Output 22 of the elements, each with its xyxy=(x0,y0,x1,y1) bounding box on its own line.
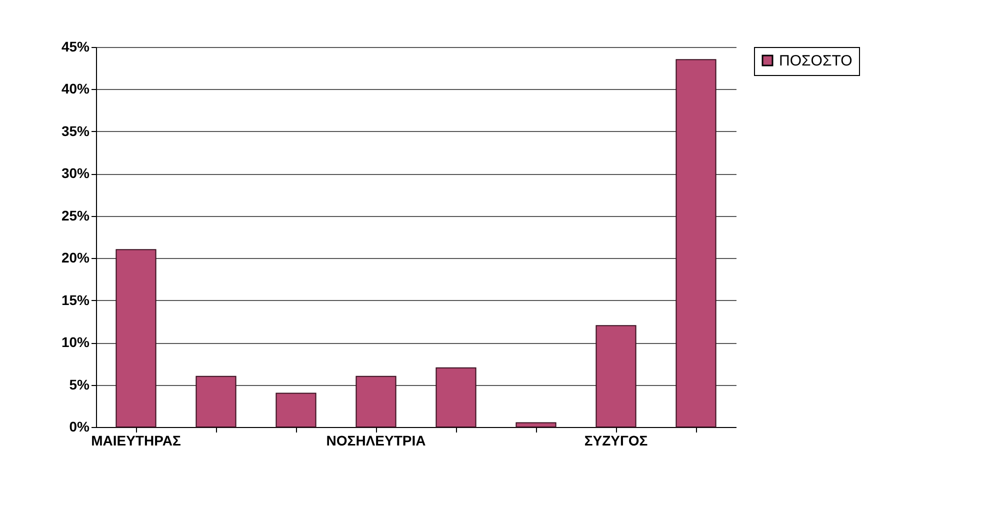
bar xyxy=(276,392,316,428)
bar xyxy=(436,367,476,428)
x-tick-label: ΣΥΖΥΓΟΣ xyxy=(584,432,648,448)
y-tick-label: 45% xyxy=(61,38,90,54)
y-tick-label: 40% xyxy=(61,80,90,97)
bar xyxy=(676,59,716,428)
bar xyxy=(516,422,556,428)
bar xyxy=(596,325,636,428)
y-tick-label: 15% xyxy=(61,292,90,308)
bar xyxy=(116,249,156,428)
y-tick-label: 30% xyxy=(61,165,90,182)
y-tick-label: 10% xyxy=(61,334,90,350)
y-tick-label: 25% xyxy=(61,207,90,224)
y-tick-label: 35% xyxy=(61,122,90,139)
legend-label: ΠΟΣΟΣΤΟ xyxy=(779,52,852,70)
y-tick-label: 20% xyxy=(61,250,90,266)
y-tick-label: 0% xyxy=(69,418,90,434)
bar xyxy=(196,376,236,428)
y-tick-label: 5% xyxy=(69,376,90,392)
x-tick-label: ΜΑΙΕΥΤΗΡΑΣ xyxy=(91,432,181,448)
bar xyxy=(356,376,396,428)
x-tick-label: ΝΟΣΗΛΕΥΤΡΙΑ xyxy=(326,432,426,448)
